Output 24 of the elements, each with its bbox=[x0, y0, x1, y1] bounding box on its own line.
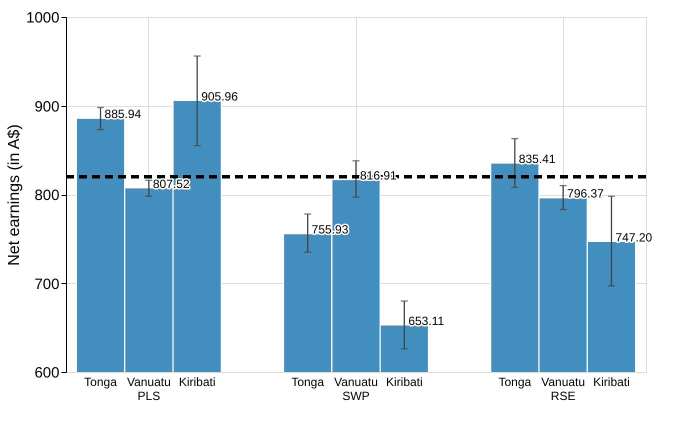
series-label: Kiribati bbox=[178, 375, 216, 389]
text: Vanuatu bbox=[541, 375, 586, 389]
text: Tonga bbox=[291, 375, 324, 389]
y-tick-label: 600 bbox=[34, 364, 60, 382]
data-label: 835.41 bbox=[518, 152, 556, 166]
data-label: 905.96 bbox=[201, 89, 238, 104]
y-tick-label: 1000 bbox=[26, 10, 60, 26]
x-tick-label: PLS bbox=[138, 389, 160, 403]
series-label: Vanuatu bbox=[334, 375, 378, 389]
data-label: 653.11 bbox=[408, 314, 444, 328]
y-axis-title: Net earnings (in A$) bbox=[6, 124, 24, 266]
data-label: 747.20 bbox=[615, 230, 653, 244]
text: Kiribati bbox=[593, 375, 630, 389]
text: Tonga bbox=[498, 375, 532, 389]
y-tick-label: 800 bbox=[34, 187, 60, 204]
series-label: Tonga bbox=[84, 375, 118, 389]
text: Kiribati bbox=[386, 375, 423, 389]
data-label: 796.37 bbox=[567, 186, 604, 201]
y-tick-label: 900 bbox=[34, 98, 60, 116]
data-label: 885.94 bbox=[104, 107, 142, 122]
text: Vanuatu bbox=[126, 375, 171, 389]
y-tick-label: 700 bbox=[34, 276, 60, 293]
x-tick-label: RSE bbox=[550, 389, 576, 403]
x-tick-label: SWP bbox=[342, 389, 370, 403]
